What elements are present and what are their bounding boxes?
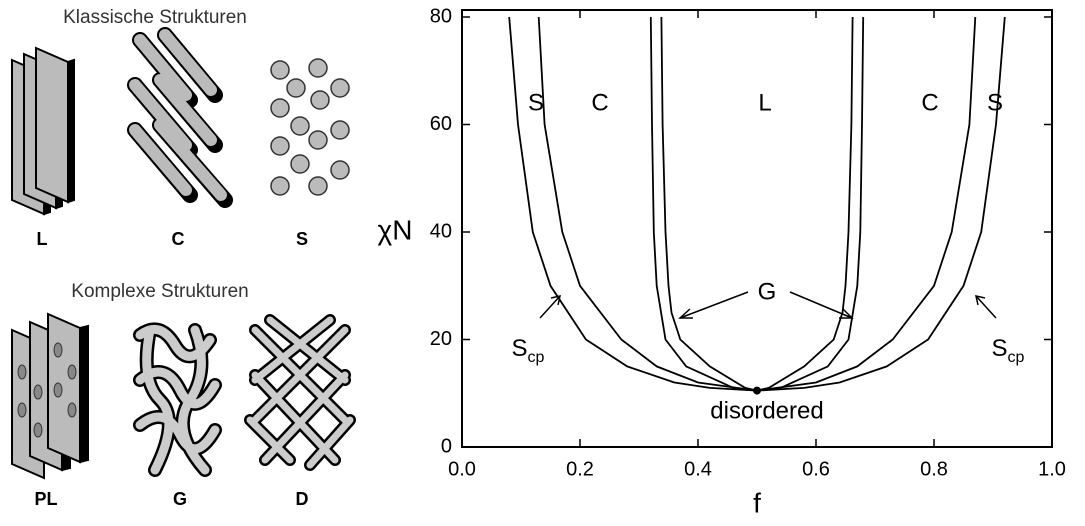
structures-panel: Klassische Strukturen <box>11 7 356 509</box>
y-tick-label: 60 <box>430 113 452 135</box>
label-main: S <box>992 335 1008 362</box>
phase-diagram: f χN 0.0 0.2 0.4 0.6 0.8 1.0 0 20 40 60 80 S C L C S G Sc… <box>378 5 1066 518</box>
structure-label: C <box>172 229 185 249</box>
cylinders-icon <box>127 27 233 208</box>
perforated-lamellae-icon <box>11 312 89 480</box>
phase-boundary <box>756 16 854 392</box>
x-tick-label: 0.8 <box>920 458 948 480</box>
gyroid-icon <box>133 322 222 477</box>
structure-label: PL <box>34 489 57 509</box>
structure-label: L <box>37 229 48 249</box>
y-tick-label: 0 <box>441 435 452 457</box>
y-tick-label: 20 <box>430 328 452 350</box>
spheres-icon <box>270 58 350 196</box>
region-label: Scp <box>512 335 545 366</box>
label-subscript: cp <box>528 349 545 366</box>
label-main: S <box>512 335 528 362</box>
x-tick-label: 0.2 <box>566 458 594 480</box>
classic-title: Klassische Strukturen <box>63 7 247 28</box>
region-label: Scp <box>992 335 1025 366</box>
phase-boundary <box>756 16 977 392</box>
disordered-label: disordered <box>710 397 823 424</box>
phase-boundary <box>649 16 758 392</box>
region-label: C <box>921 89 938 116</box>
x-tick-label: 1.0 <box>1038 458 1066 480</box>
y-tick-label: 80 <box>430 5 452 27</box>
structure-label: G <box>173 489 187 509</box>
x-tick-label: 0.0 <box>448 458 476 480</box>
region-label: S <box>987 89 1003 116</box>
phase-boundary <box>756 16 865 392</box>
x-tick-label: 0.6 <box>802 458 830 480</box>
y-tick-label: 40 <box>430 220 452 242</box>
region-label: C <box>591 89 608 116</box>
phase-boundary <box>537 16 758 392</box>
structure-label: D <box>296 489 309 509</box>
plot-frame <box>461 9 1053 448</box>
phase-boundary <box>508 16 758 392</box>
region-label: S <box>528 89 544 116</box>
lamellae-icon <box>11 46 75 216</box>
x-axis-label: f <box>753 487 761 518</box>
critical-point <box>753 386 761 395</box>
phase-boundary <box>660 16 758 392</box>
label-subscript: cp <box>1008 349 1025 366</box>
region-label: G <box>758 278 777 305</box>
structure-label: S <box>296 229 308 249</box>
x-tick-label: 0.4 <box>684 458 712 480</box>
region-label: L <box>758 89 771 116</box>
diamond-icon <box>244 314 356 471</box>
phase-boundary <box>756 16 1006 392</box>
y-axis-label: χN <box>378 214 413 245</box>
complex-title: Komplexe Strukturen <box>71 281 248 302</box>
